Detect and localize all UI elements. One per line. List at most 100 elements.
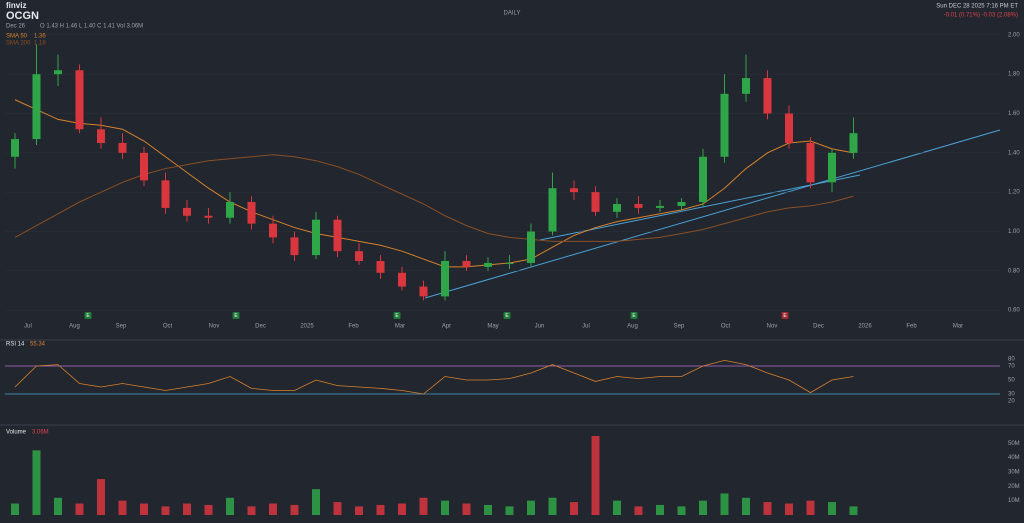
y-tick-label: 1.20 [1008,190,1020,196]
volume-bar [742,497,750,515]
x-tick-label: Oct [721,324,731,330]
candle-body [677,202,686,206]
y-tick-label: 80 [1008,357,1015,363]
volume-bar [32,450,41,515]
x-tick-label: 2025 [300,324,314,330]
earnings-label: E [395,313,399,319]
x-tick-label: 2026 [858,324,872,330]
candle-body [849,133,858,153]
candle-body [699,156,707,202]
candle-body [183,207,191,216]
volume-bar [118,500,127,515]
volume-bar [75,503,84,515]
y-tick-label: 50M [1008,441,1020,447]
x-tick-label: Aug [69,324,80,330]
earnings-label: E [783,313,787,319]
volume-bar [849,506,858,515]
x-tick-label: Nov [767,324,778,330]
x-tick-label: Apr [442,324,451,330]
volume-bar [527,500,535,515]
volume-bar [634,506,643,515]
volume-bar [290,504,299,515]
logo: finviz [6,1,26,10]
x-tick-label: Sep [116,324,127,330]
volume-bar [355,506,363,515]
legend-name: SMA 200 [6,41,31,47]
y-tick-label: 1.00 [1008,229,1020,235]
x-tick-label: Jun [535,324,545,330]
candle-body [398,272,406,287]
trendline [539,174,861,241]
candle-body [828,152,836,183]
candle-body [548,188,557,232]
x-tick-label: Dec [255,324,266,330]
earnings-marker [393,312,401,319]
candle-body [462,261,471,267]
legend-name: SMA 50 [6,34,28,40]
candle-body [763,78,772,114]
timestamp: Sun DEC 28 2025 7:16 PM ET [936,4,1018,10]
earnings-marker [503,312,511,319]
timeframe: DAILY [504,11,521,17]
volume-bar [269,503,277,515]
candle-body [742,78,750,94]
candle-body [290,237,299,256]
y-tick-label: 1.80 [1008,72,1020,78]
x-tick-label: Mar [953,324,963,330]
volume-bar [505,506,514,515]
y-tick-label: 10M [1008,498,1020,504]
volume-bar [613,500,621,515]
candle-body [419,286,428,297]
earnings-marker [232,312,240,319]
volume-bar [226,497,234,515]
x-tick-label: Aug [627,324,638,330]
y-tick-label: 20M [1008,484,1020,490]
volume-bar [548,497,557,515]
volume-bar [398,503,406,515]
candle-body [269,223,277,238]
ticker: OCGN [6,10,39,22]
y-tick-label: 20 [1008,399,1015,405]
volume-bar [312,489,320,515]
candle-body [226,202,234,218]
volume-bar [763,502,772,515]
candle-body [333,219,342,252]
y-tick-label: 50 [1008,378,1015,384]
volume-bar [720,493,729,515]
pane-title: Volume [6,430,27,436]
volume-bar [11,503,19,515]
candle-body [161,180,170,208]
volume-bar [484,504,492,515]
candle-body [75,70,84,130]
legend-value: 1.36 [34,34,46,40]
earnings-label: E [632,313,636,319]
volume-bar [441,500,449,515]
x-tick-label: Mar [395,324,405,330]
earnings-marker [84,312,92,319]
volume-bar [419,497,428,515]
candle-body [634,203,643,208]
volume-bar [333,502,342,515]
volume-bar [699,500,707,515]
volume-bar [462,503,471,515]
candle-body [11,139,19,157]
y-tick-label: 1.60 [1008,111,1020,117]
earnings-marker [781,312,789,319]
y-tick-label: 30 [1008,392,1015,398]
volume-bar [806,500,815,515]
x-tick-label: Feb [348,324,359,330]
earnings-label: E [505,313,509,319]
moving-average [14,99,854,268]
x-tick-label: Feb [906,324,917,330]
moving-average [14,154,854,242]
trendline [424,129,1001,299]
candle-body [720,93,729,157]
pane-title: RSI 14 [6,342,25,348]
candle-body [591,192,600,212]
rsi-line [14,359,854,395]
candle-body [376,261,385,273]
candle-body [527,231,535,263]
pane-value: 3.06M [32,430,49,436]
volume-bar [591,436,600,515]
